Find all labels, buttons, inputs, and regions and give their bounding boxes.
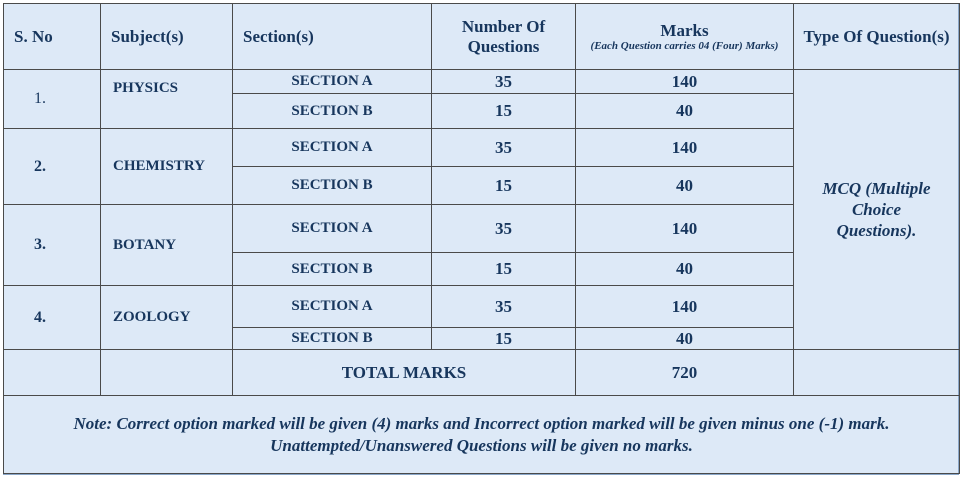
section-questions: 35	[431, 69, 576, 94]
table-row: SECTION B 15 40	[4, 327, 960, 350]
section-marks: 140	[575, 285, 794, 328]
subject-sno: 1.	[3, 69, 101, 129]
subject-sno: 3.	[3, 204, 101, 286]
section-marks: 140	[575, 128, 794, 167]
section-marks: 140	[575, 204, 794, 253]
table-row: SECTION B 15 40	[4, 166, 960, 205]
section-questions: 15	[431, 327, 576, 350]
section-marks: 40	[575, 327, 794, 350]
section-name: SECTION B	[232, 93, 432, 129]
section-name: SECTION A	[232, 128, 432, 167]
section-questions: 35	[431, 204, 576, 253]
total-row: TOTAL MARKS 720	[3, 349, 960, 396]
section-questions: 15	[431, 93, 576, 129]
note-row: Note: Correct option marked will be give…	[3, 395, 960, 474]
subject-sno: 4.	[3, 285, 101, 350]
subject-name: CHEMISTRY	[100, 128, 233, 205]
table-row: SECTION B 15 40	[4, 252, 960, 286]
section-name: SECTION B	[232, 252, 432, 286]
header-section: Section(s)	[232, 3, 432, 70]
section-name: SECTION A	[232, 285, 432, 328]
header-marks-title: Marks	[660, 20, 709, 40]
exam-pattern-table: S. No Subject(s) Section(s) Number Of Qu…	[3, 3, 960, 474]
header-num-questions: Number Of Questions	[431, 3, 576, 70]
header-marks-note: (Each Question carries 04 (Four) Marks)	[590, 39, 779, 52]
subject-sno: 2.	[3, 128, 101, 205]
section-questions: 15	[431, 166, 576, 205]
table-row: 1. PHYSICS SECTION A 35 140 MCQ (Multipl…	[3, 69, 960, 350]
total-value: 720	[575, 349, 794, 396]
total-label: TOTAL MARKS	[232, 349, 576, 396]
section-marks: 140	[575, 69, 794, 94]
section-marks: 40	[575, 252, 794, 286]
section-name: SECTION A	[232, 69, 432, 94]
note-text: Note: Correct option marked will be give…	[3, 395, 960, 474]
section-name: SECTION A	[232, 204, 432, 253]
table-row: 3. BOTANY SECTION A 35 140	[3, 204, 960, 286]
empty-cell	[100, 349, 233, 396]
subject-name: BOTANY	[100, 204, 233, 286]
section-marks: 40	[575, 93, 794, 129]
question-type-text: MCQ (Multiple Choice Questions).	[822, 179, 931, 240]
header-sno: S. No	[3, 3, 101, 70]
header-subject: Subject(s)	[100, 3, 233, 70]
header-row: S. No Subject(s) Section(s) Number Of Qu…	[3, 3, 960, 70]
section-name: SECTION B	[232, 166, 432, 205]
section-questions: 35	[431, 285, 576, 328]
section-marks: 40	[575, 166, 794, 205]
empty-cell	[3, 349, 101, 396]
empty-cell	[793, 349, 960, 396]
table-row: 2. CHEMISTRY SECTION A 35 140	[3, 128, 960, 205]
section-questions: 15	[431, 252, 576, 286]
header-marks: Marks (Each Question carries 04 (Four) M…	[575, 3, 794, 70]
subject-name: ZOOLOGY	[100, 285, 233, 350]
section-name: SECTION B	[232, 327, 432, 350]
section-questions: 35	[431, 128, 576, 167]
question-type-cell: MCQ (Multiple Choice Questions).	[793, 69, 960, 350]
header-type: Type Of Question(s)	[793, 3, 960, 70]
subject-name: PHYSICS	[100, 69, 233, 129]
